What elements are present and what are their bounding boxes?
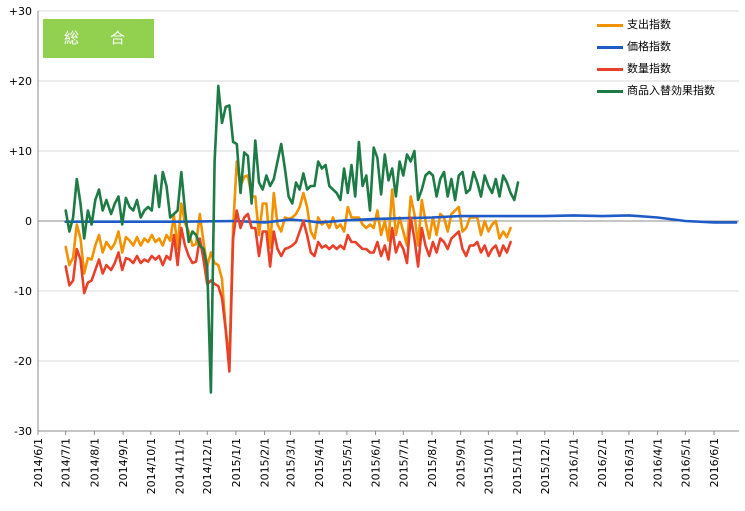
x-tick-label: 2014/10/1	[145, 438, 158, 494]
x-tick-label: 2015/6/1	[370, 438, 383, 487]
x-tick-label: 2015/5/1	[341, 438, 354, 487]
legend-swatch-mix	[597, 90, 623, 93]
y-tick-label: -10	[14, 285, 32, 298]
series-lines	[64, 84, 738, 394]
legend-item-mix: 商品入替効果指数	[597, 82, 715, 104]
y-tick-label: -30	[14, 425, 32, 438]
x-tick-label: 2015/8/1	[426, 438, 439, 487]
legend-item-spending: 支出指数	[597, 16, 715, 38]
legend-label-price: 価格指数	[627, 40, 671, 53]
x-tick-label: 2016/2/1	[596, 438, 609, 487]
x-tick-label: 2016/3/1	[623, 438, 636, 487]
x-tick-label: 2015/7/1	[397, 438, 410, 487]
x-tick-label: 2015/4/1	[313, 438, 326, 487]
legend-label-mix: 商品入替効果指数	[627, 84, 715, 97]
legend-label-spending: 支出指数	[627, 18, 671, 31]
series-line-price	[64, 214, 738, 224]
series-line-mix	[64, 84, 520, 394]
x-tick-label: 2014/11/1	[173, 438, 186, 494]
x-tick-label: 2015/11/1	[511, 438, 524, 494]
x-tick-label: 2014/7/1	[60, 438, 73, 487]
legend: 支出指数 価格指数 数量指数 商品入替効果指数	[597, 16, 715, 104]
x-tick-label: 2016/6/1	[708, 438, 721, 487]
y-tick-label: 0	[25, 215, 32, 228]
x-tick-label: 2015/3/1	[284, 438, 297, 487]
legend-swatch-quantity	[597, 68, 623, 71]
x-tick-label: 2015/12/1	[539, 438, 552, 494]
x-tick-label: 2015/10/1	[482, 438, 495, 494]
x-tick-label: 2014/6/1	[32, 438, 45, 487]
legend-item-price: 価格指数	[597, 38, 715, 60]
x-tick-label: 2014/9/1	[117, 438, 130, 487]
y-tick-label: +20	[9, 75, 32, 88]
x-tick-label: 2016/4/1	[652, 438, 665, 487]
legend-label-quantity: 数量指数	[627, 62, 671, 75]
category-badge: 総 合	[43, 19, 154, 58]
x-tick-label: 2016/5/1	[679, 438, 692, 487]
x-tick-label: 2014/8/1	[88, 438, 101, 487]
x-tick-label: 2015/9/1	[455, 438, 468, 487]
x-tick-label: 2016/1/1	[567, 438, 580, 487]
y-tick-label: +30	[9, 5, 32, 18]
y-axis-tick-labels: +30 +20 +10 0 -10 -20 -30	[9, 5, 32, 438]
series-line-quantity	[64, 209, 512, 373]
legend-swatch-spending	[597, 24, 623, 27]
x-tick-label: 2014/12/1	[201, 438, 214, 494]
x-tick-label: 2015/2/1	[259, 438, 272, 487]
y-tick-label: -20	[14, 355, 32, 368]
x-tick-label: 2015/1/1	[230, 438, 243, 487]
legend-swatch-price	[597, 46, 623, 49]
x-axis-tick-labels: 2014/6/1 2014/7/1 2014/8/1 2014/9/1 2014/10/…	[32, 438, 721, 494]
legend-item-quantity: 数量指数	[597, 60, 715, 82]
y-tick-label: +10	[9, 145, 32, 158]
